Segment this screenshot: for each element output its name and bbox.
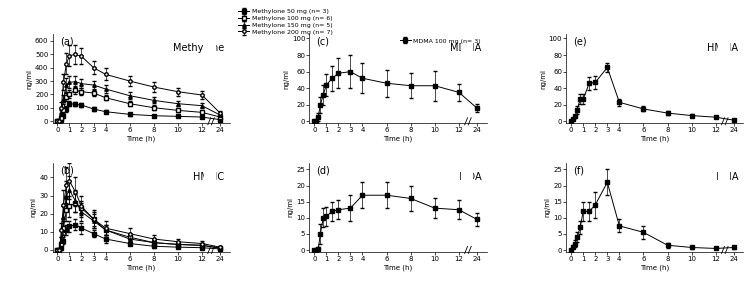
Bar — [204, 34, 216, 123]
Bar — [717, 163, 729, 252]
Text: (f): (f) — [574, 166, 584, 176]
Bar — [460, 163, 472, 252]
Text: MDMA: MDMA — [450, 43, 481, 53]
Legend: MDMA 100 mg (n= 3): MDMA 100 mg (n= 3) — [397, 36, 484, 46]
Bar — [204, 163, 216, 252]
Text: (e): (e) — [574, 37, 587, 47]
Y-axis label: ng/ml: ng/ml — [540, 69, 546, 89]
Bar — [717, 34, 729, 123]
Y-axis label: ng/ml: ng/ml — [288, 197, 294, 217]
Text: (d): (d) — [316, 166, 330, 176]
X-axis label: Time (h): Time (h) — [641, 136, 670, 142]
Y-axis label: ng/ml: ng/ml — [26, 69, 32, 89]
X-axis label: Time (h): Time (h) — [384, 136, 412, 142]
X-axis label: Time (h): Time (h) — [126, 265, 155, 271]
Legend: Methylone 50 mg (n= 3), Methylone 100 mg (n= 6), Methylone 150 mg (n= 5), Methyl: Methylone 50 mg (n= 3), Methylone 100 mg… — [236, 6, 335, 37]
Text: HMMA: HMMA — [707, 43, 738, 53]
X-axis label: Time (h): Time (h) — [384, 265, 412, 271]
Text: HMA: HMA — [716, 172, 738, 182]
X-axis label: Time (h): Time (h) — [126, 136, 155, 142]
X-axis label: Time (h): Time (h) — [641, 265, 670, 271]
Y-axis label: ng/ml: ng/ml — [544, 197, 550, 217]
Text: (c): (c) — [316, 37, 330, 47]
Y-axis label: ng/ml: ng/ml — [283, 69, 289, 89]
Y-axis label: ng/ml: ng/ml — [31, 197, 37, 217]
Bar — [460, 34, 472, 123]
Text: MDA: MDA — [459, 172, 481, 182]
Text: (b): (b) — [59, 166, 74, 176]
Text: HMMC: HMMC — [193, 172, 225, 182]
Text: Methylone: Methylone — [173, 43, 225, 53]
Text: (a): (a) — [59, 37, 74, 47]
